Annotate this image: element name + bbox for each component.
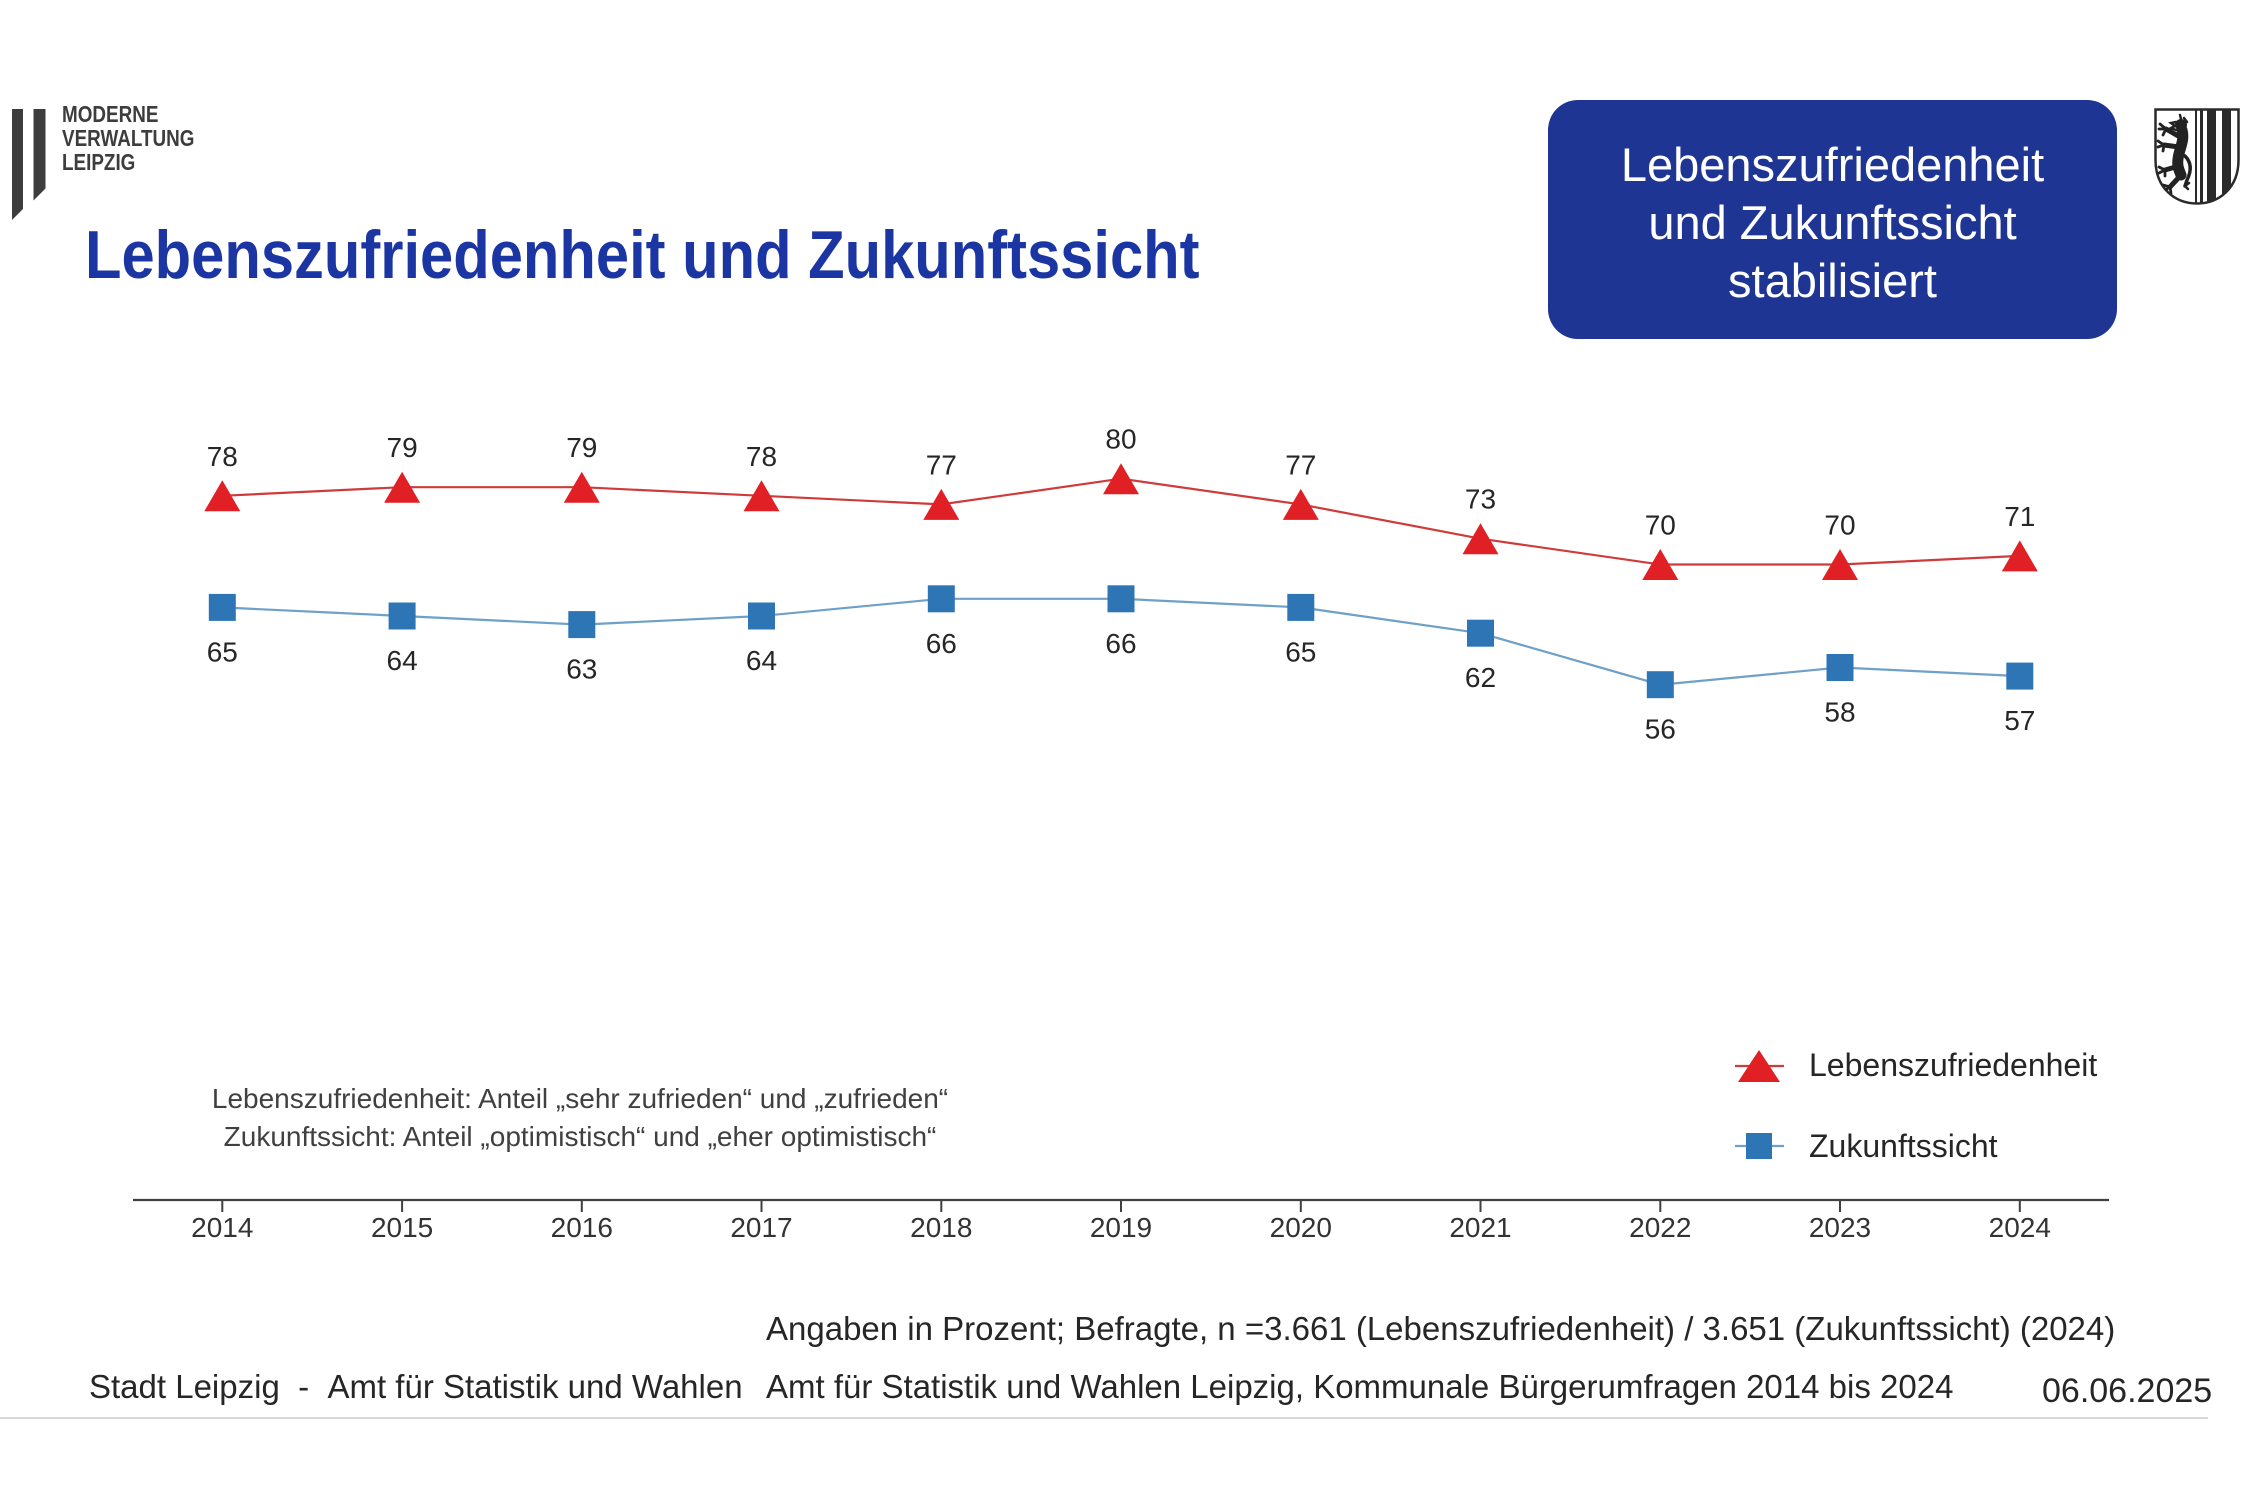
svg-text:65: 65 bbox=[207, 636, 238, 667]
svg-text:2014: 2014 bbox=[191, 1212, 253, 1243]
svg-text:65: 65 bbox=[1285, 636, 1316, 667]
svg-text:57: 57 bbox=[2004, 705, 2035, 736]
svg-text:71: 71 bbox=[2004, 501, 2035, 532]
svg-text:2017: 2017 bbox=[730, 1212, 792, 1243]
svg-text:78: 78 bbox=[207, 441, 238, 472]
svg-text:63: 63 bbox=[566, 654, 597, 685]
svg-text:2015: 2015 bbox=[371, 1212, 433, 1243]
svg-text:77: 77 bbox=[926, 449, 957, 480]
svg-text:2021: 2021 bbox=[1449, 1212, 1511, 1243]
svg-text:77: 77 bbox=[1285, 449, 1316, 480]
svg-text:73: 73 bbox=[1465, 484, 1496, 515]
svg-text:2024: 2024 bbox=[1989, 1212, 2051, 1243]
svg-text:58: 58 bbox=[1824, 697, 1855, 728]
svg-text:66: 66 bbox=[1105, 628, 1136, 659]
svg-text:78: 78 bbox=[746, 441, 777, 472]
svg-text:70: 70 bbox=[1824, 510, 1855, 541]
svg-text:2020: 2020 bbox=[1270, 1212, 1332, 1243]
svg-text:80: 80 bbox=[1105, 424, 1136, 455]
svg-text:2023: 2023 bbox=[1809, 1212, 1871, 1243]
svg-text:2022: 2022 bbox=[1629, 1212, 1691, 1243]
svg-text:56: 56 bbox=[1645, 714, 1676, 745]
svg-text:64: 64 bbox=[746, 645, 777, 676]
svg-text:62: 62 bbox=[1465, 662, 1496, 693]
svg-text:79: 79 bbox=[566, 432, 597, 463]
svg-text:79: 79 bbox=[387, 432, 418, 463]
svg-text:2016: 2016 bbox=[551, 1212, 613, 1243]
svg-text:66: 66 bbox=[926, 628, 957, 659]
svg-text:2018: 2018 bbox=[910, 1212, 972, 1243]
svg-text:70: 70 bbox=[1645, 510, 1676, 541]
svg-text:64: 64 bbox=[387, 645, 418, 676]
svg-text:2019: 2019 bbox=[1090, 1212, 1152, 1243]
